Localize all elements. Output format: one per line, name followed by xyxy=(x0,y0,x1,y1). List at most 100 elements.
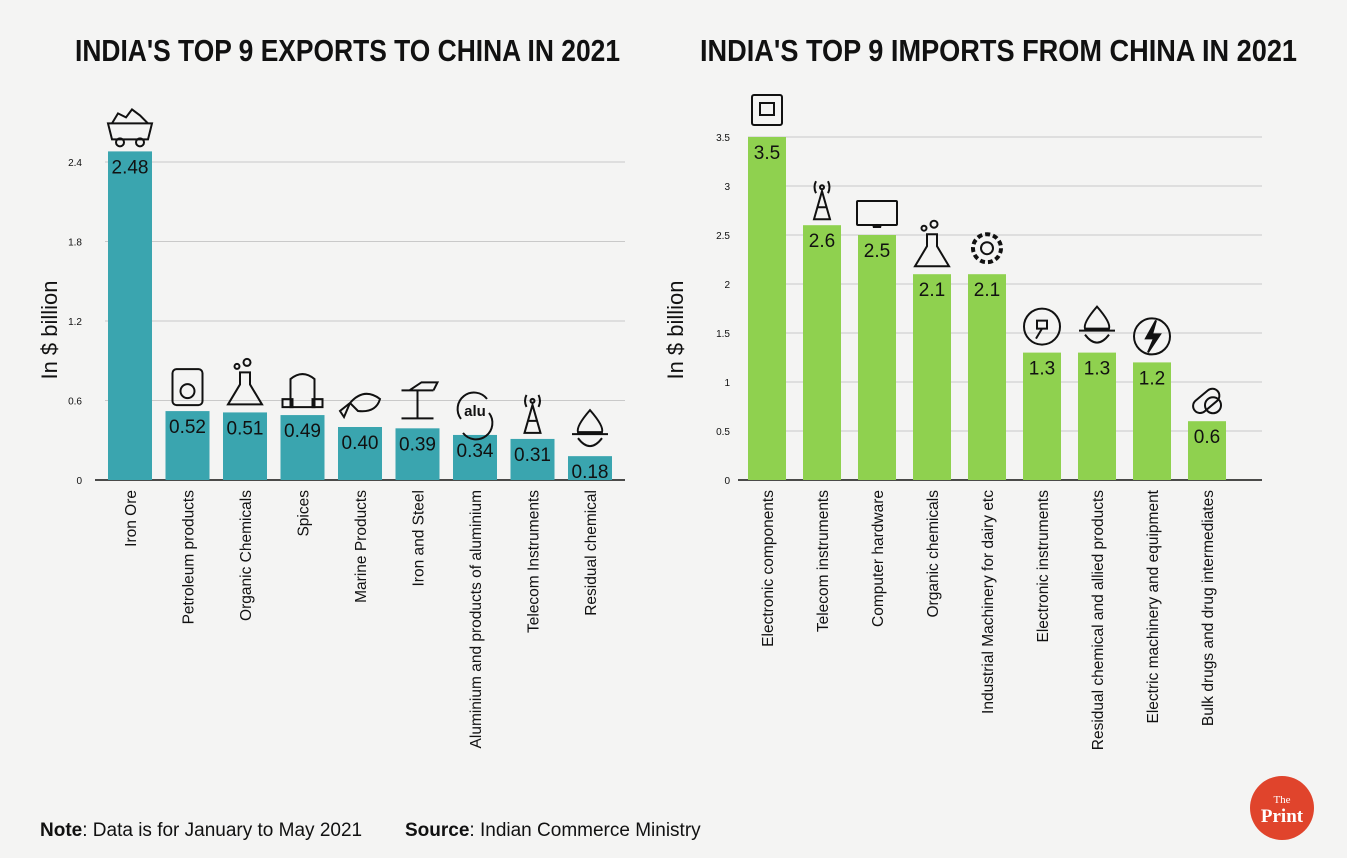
bar-value-label: 2.6 xyxy=(809,231,835,252)
y-tick-label: 0.5 xyxy=(716,427,730,438)
bar xyxy=(165,411,210,480)
can-circle xyxy=(179,383,196,400)
source-label: Source xyxy=(405,820,469,841)
bar-value-label: 0.49 xyxy=(284,421,321,442)
exports-chart-title: INDIA'S TOP 9 EXPORTS TO CHINA IN 2021 xyxy=(75,33,620,68)
telecom-tower-icon xyxy=(812,180,832,221)
bar-value-label: 2.1 xyxy=(974,280,1000,301)
antenna xyxy=(529,397,536,404)
bar xyxy=(748,137,786,480)
chemical-drop-icon xyxy=(1079,305,1115,344)
sack xyxy=(289,373,316,409)
alu-text: alu xyxy=(464,403,486,420)
pills-icon xyxy=(1192,387,1222,415)
bar-value-label: 0.34 xyxy=(457,441,494,462)
bar-value-label: 2.5 xyxy=(864,241,890,262)
category-label: Iron Ore xyxy=(123,490,140,547)
category-label: Computer hardware xyxy=(870,490,887,627)
y-axis-label: In $ billion xyxy=(37,280,62,379)
gear xyxy=(971,232,1003,265)
bar-value-label: 0.18 xyxy=(572,462,609,483)
y-tick-label: 2.4 xyxy=(68,158,82,169)
bar xyxy=(510,438,555,480)
flask-icon xyxy=(913,219,951,268)
jerrycan-icon xyxy=(171,368,204,407)
bubble xyxy=(233,362,241,370)
capsule xyxy=(1192,387,1221,414)
cart-ore xyxy=(111,107,149,125)
plug xyxy=(1035,319,1048,340)
category-label: Telecom Instruments xyxy=(526,490,543,633)
category-label: Iron and Steel xyxy=(411,490,428,587)
aluminium-recycle-icon: alu xyxy=(456,391,494,441)
bar-value-label: 1.2 xyxy=(1139,368,1165,389)
category-label: Electric machinery and equipment xyxy=(1145,489,1162,723)
plug-ring xyxy=(1023,307,1061,346)
category-label: Residual chemical xyxy=(583,490,600,616)
footer-note: Note: Data is for January to May 2021 xyxy=(40,820,362,841)
bar-value-label: 2.48 xyxy=(112,157,149,178)
category-label: Electronic components xyxy=(760,490,777,647)
tower xyxy=(523,401,542,434)
bubble xyxy=(242,357,252,367)
screen xyxy=(856,200,898,226)
beam xyxy=(401,381,440,420)
gear-wrench-icon xyxy=(971,232,1003,265)
logo-text-bottom: Print xyxy=(1261,806,1304,827)
bar xyxy=(913,274,951,480)
bubble xyxy=(929,219,939,229)
bar xyxy=(280,415,325,480)
tower xyxy=(812,187,832,221)
footer-source: Source: Indian Commerce Ministry xyxy=(405,820,701,841)
monitor-icon xyxy=(856,200,898,228)
bar xyxy=(338,427,382,480)
bar-value-label: 0.51 xyxy=(227,418,264,439)
bar xyxy=(1078,352,1116,480)
category-label: Marine Products xyxy=(353,490,370,603)
category-label: Organic Chemicals xyxy=(238,490,255,621)
wrench xyxy=(980,241,994,256)
the-print-logo: The Print xyxy=(1250,776,1314,840)
drop xyxy=(1079,305,1115,344)
category-label: Spices xyxy=(296,490,313,537)
bar xyxy=(108,151,152,480)
fish-icon xyxy=(338,392,382,420)
chip-core xyxy=(759,102,775,116)
spice-sack-icon xyxy=(281,373,324,409)
y-tick-label: 0 xyxy=(724,476,730,487)
waves xyxy=(524,394,541,408)
category-label: Telecom instruments xyxy=(815,490,832,632)
y-tick-label: 0 xyxy=(76,476,82,487)
source-text: : Indian Commerce Ministry xyxy=(469,820,701,841)
category-label: Bulk drugs and drug intermediates xyxy=(1200,490,1217,726)
mine-cart-icon xyxy=(106,107,154,148)
bar xyxy=(223,412,267,480)
bar-value-label: 2.1 xyxy=(919,280,945,301)
bar-value-label: 0.40 xyxy=(342,433,379,454)
bar xyxy=(395,428,440,480)
bar xyxy=(568,456,612,480)
fish xyxy=(338,392,382,420)
antenna xyxy=(819,184,825,191)
cart-body xyxy=(106,122,154,141)
bowls xyxy=(281,398,324,409)
tablet xyxy=(1204,396,1222,415)
cart-wheel xyxy=(135,137,145,148)
flask-body xyxy=(226,371,264,406)
waves xyxy=(813,180,831,194)
imports-chart: 0 0.5 1 1.5 2 2.5 3 3.5 In $ billion 3.5 Electroni… xyxy=(663,94,1262,750)
bar xyxy=(1188,421,1226,480)
exports-chart: 0 0.6 1.2 1.8 2.4 In $ billion 2.48 Iron Ore 0.5… xyxy=(37,107,625,748)
bar xyxy=(858,235,896,480)
bar xyxy=(453,434,497,480)
y-tick-label: 1.5 xyxy=(716,329,730,340)
bar-value-label: 1.3 xyxy=(1084,359,1110,380)
plug-icon xyxy=(1023,307,1061,346)
flask-body xyxy=(913,233,951,268)
y-tick-label: 1 xyxy=(724,378,730,389)
category-label: Residual chemical and allied products xyxy=(1090,490,1107,750)
chemical-drop-icon xyxy=(572,408,608,448)
category-label: Petroleum products xyxy=(181,490,198,625)
bar-value-label: 0.31 xyxy=(514,445,551,466)
